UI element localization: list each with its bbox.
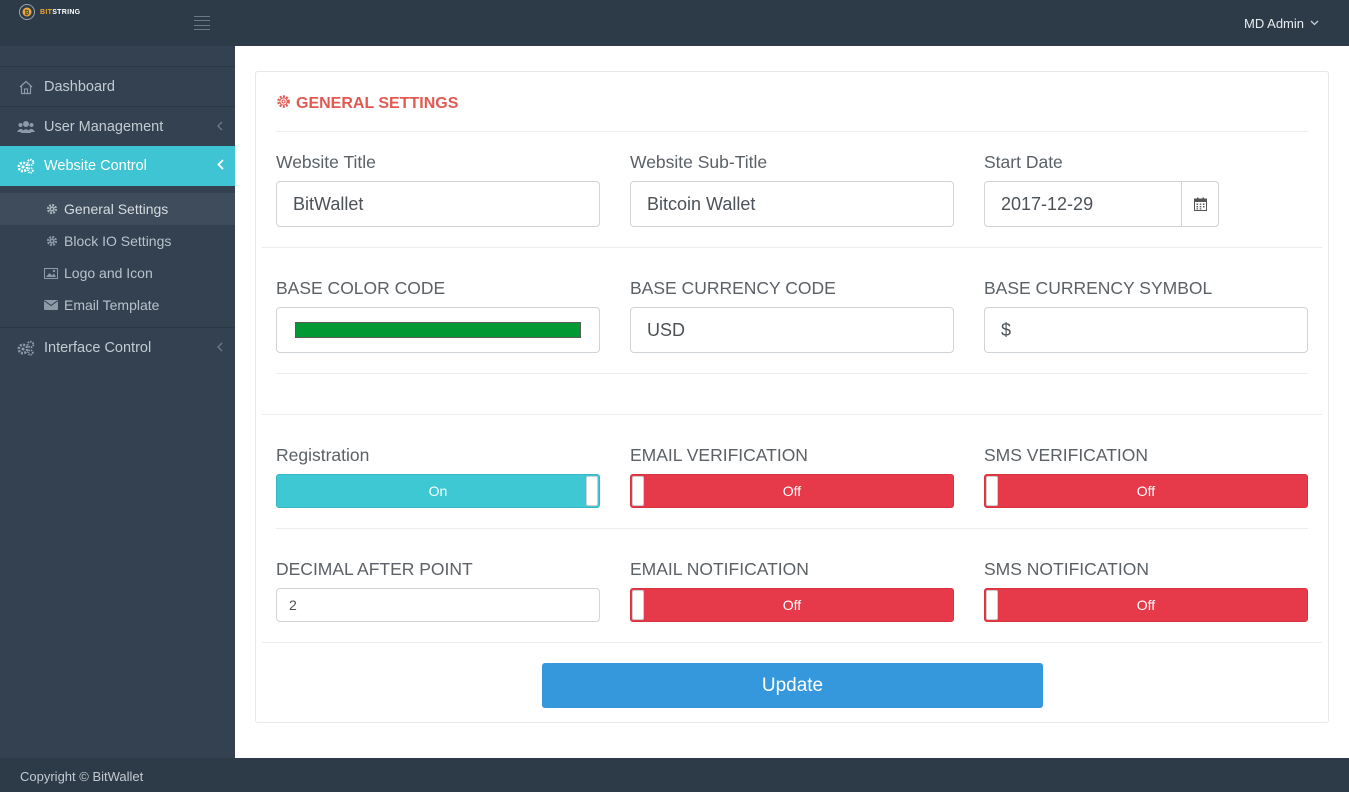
toggle-knob	[632, 476, 644, 506]
email-verification-label: EMAIL VERIFICATION	[630, 445, 808, 465]
sidebar-subitem-block-io-settings[interactable]: Block IO Settings	[0, 225, 235, 257]
toggle-state: Off	[1136, 483, 1156, 499]
image-icon	[0, 267, 64, 279]
base-currency-symbol-label: BASE CURRENCY SYMBOL	[984, 278, 1213, 298]
sms-notification-label: SMS NOTIFICATION	[984, 559, 1149, 579]
toggle-knob	[632, 590, 644, 620]
base-color-code-label: BASE COLOR CODE	[276, 278, 446, 298]
base-color-picker[interactable]	[276, 307, 600, 353]
sidebar-subitem-label: General Settings	[64, 201, 169, 217]
sidebar-item-interface-control[interactable]: Interface Control	[0, 328, 235, 368]
sidebar: Dashboard User Management Website Contro…	[0, 46, 235, 758]
decimal-after-point-input[interactable]	[276, 588, 600, 622]
base-currency-symbol-input[interactable]	[984, 307, 1308, 353]
toggle-state: Off	[1136, 597, 1156, 613]
email-notification-label: EMAIL NOTIFICATION	[630, 559, 809, 579]
sidebar-subitem-label: Logo and Icon	[64, 265, 153, 281]
sidebar-subitem-email-template[interactable]: Email Template	[0, 289, 235, 321]
gear-icon	[0, 203, 64, 215]
toggle-knob	[986, 476, 998, 506]
decimal-after-point-label: DECIMAL AFTER POINT	[276, 559, 473, 579]
toggle-knob	[586, 476, 598, 506]
sidebar-item-website-control[interactable]: Website Control	[0, 146, 235, 186]
gear-icon	[276, 94, 291, 114]
toggle-state: On	[428, 483, 448, 499]
top-bar: ₿ BITSTRING MD Admin	[0, 0, 1349, 46]
footer: Copyright © BitWallet	[0, 758, 1349, 792]
envelope-icon	[0, 300, 64, 310]
copyright-text: Copyright © BitWallet	[20, 769, 144, 784]
chevron-left-icon	[205, 120, 235, 134]
calendar-icon[interactable]	[1181, 181, 1219, 227]
svg-text:₿: ₿	[25, 10, 30, 17]
update-button[interactable]: Update	[542, 663, 1043, 708]
toggle-state: Off	[782, 483, 802, 499]
sms-verification-label: SMS VERIFICATION	[984, 445, 1148, 465]
users-icon	[0, 120, 44, 134]
start-date-label: Start Date	[984, 152, 1063, 172]
base-currency-code-input[interactable]	[630, 307, 954, 353]
sidebar-item-label: Website Control	[44, 158, 147, 174]
chevron-left-icon	[205, 341, 235, 355]
sidebar-item-dashboard[interactable]: Dashboard	[0, 67, 235, 107]
registration-label: Registration	[276, 445, 370, 465]
gear-icon	[0, 235, 64, 247]
website-subtitle-input[interactable]	[630, 181, 954, 227]
sidebar-subitem-label: Email Template	[64, 297, 160, 313]
sidebar-item-user-management[interactable]: User Management	[0, 107, 235, 147]
website-title-input[interactable]	[276, 181, 600, 227]
chevron-left-icon	[205, 159, 235, 173]
menu-toggle-icon[interactable]	[194, 16, 210, 30]
cogs-icon	[0, 158, 44, 174]
sidebar-subitem-general-settings[interactable]: General Settings	[0, 193, 235, 225]
start-date-input[interactable]	[984, 181, 1181, 227]
chevron-down-icon	[1310, 18, 1319, 29]
start-date-group	[984, 181, 1219, 227]
toggle-knob	[986, 590, 998, 620]
email-notification-toggle[interactable]: Off	[630, 588, 954, 622]
sms-verification-toggle[interactable]: Off	[984, 474, 1308, 508]
email-verification-toggle[interactable]: Off	[630, 474, 954, 508]
registration-toggle[interactable]: On	[276, 474, 600, 508]
general-settings-panel: GENERAL SETTINGS Website Title Website S…	[255, 71, 1329, 723]
logo[interactable]: ₿ BITSTRING	[18, 2, 80, 22]
sms-notification-toggle[interactable]: Off	[984, 588, 1308, 622]
bitcoin-logo-icon: ₿	[18, 3, 36, 21]
home-icon	[0, 80, 44, 95]
cogs-icon	[0, 340, 44, 356]
brand-name: BITSTRING	[40, 8, 81, 16]
base-currency-code-label: BASE CURRENCY CODE	[630, 278, 836, 298]
sidebar-item-label: User Management	[44, 119, 164, 135]
website-title-label: Website Title	[276, 152, 376, 172]
color-swatch	[295, 322, 581, 338]
toggle-state: Off	[782, 597, 802, 613]
user-menu[interactable]: MD Admin	[1244, 16, 1319, 31]
sidebar-item-label: Interface Control	[44, 340, 152, 356]
panel-title: GENERAL SETTINGS	[276, 94, 458, 114]
main-content: GENERAL SETTINGS Website Title Website S…	[235, 46, 1349, 758]
sidebar-item-label: Dashboard	[44, 79, 115, 95]
sidebar-subitem-logo-and-icon[interactable]: Logo and Icon	[0, 257, 235, 289]
website-subtitle-label: Website Sub-Title	[630, 152, 768, 172]
user-name: MD Admin	[1244, 16, 1304, 31]
sidebar-subitem-label: Block IO Settings	[64, 233, 172, 249]
